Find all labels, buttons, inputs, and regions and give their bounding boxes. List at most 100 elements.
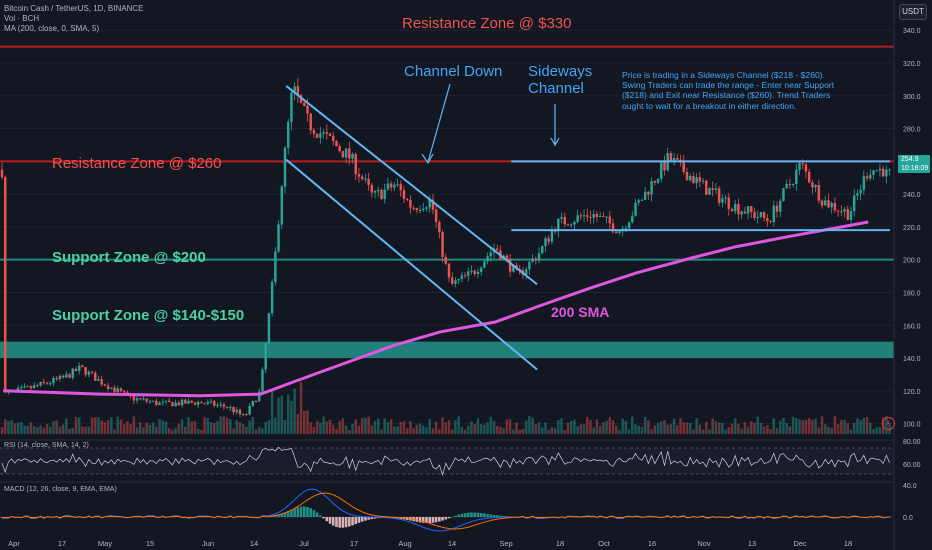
candle [196,400,200,408]
candle-body [90,371,94,373]
volume-bar [541,427,544,434]
candle [550,225,554,245]
volume-bar [595,419,599,434]
candle-body [145,398,148,402]
rsi-legend[interactable]: RSI (14, close, SMA, 14, 2) [4,442,89,449]
candle-body [319,133,322,138]
candle-body [804,164,808,172]
macd-histogram-bar [367,517,370,520]
volume-bar [560,418,563,434]
volume-bar [171,429,174,434]
macd-histogram-bar [421,517,425,523]
volume-bar [547,429,550,434]
candle-body [582,215,586,217]
candle [859,184,862,201]
volume-bar [402,421,406,434]
candle-body [29,386,33,389]
candle-body [283,147,287,187]
x-tick-label: 17 [350,539,358,548]
volume-bar [586,416,589,434]
candle [74,366,78,372]
candle-body [225,406,229,408]
volume-bar [682,422,685,434]
candle-body [209,401,213,403]
candle-body [454,280,457,284]
symbol-legend[interactable]: Bitcoin Cash / TetherUS, 1D, BINANCE [4,4,144,13]
candle [39,381,42,387]
volume-bar [865,416,869,434]
volume-bar [795,418,798,434]
candle-body [836,210,840,212]
volume-bar [106,420,110,434]
candle [190,400,193,404]
candle [309,113,312,135]
candle [241,413,245,417]
volume-bar [647,420,650,434]
volume-bar [299,382,303,434]
candle-body [132,396,136,401]
candle-body [663,162,666,171]
currency-button[interactable]: USDT [899,4,927,20]
candle-body [200,401,203,404]
candle-body [682,160,685,172]
volume-bar [415,424,419,434]
candle-body [415,208,419,211]
candle [261,366,264,393]
volume-bar [827,426,830,434]
candle-body [39,381,42,386]
volume-bar [650,429,653,434]
candle-body [65,374,68,378]
candle-body [820,200,824,206]
volume-bar [20,421,23,434]
candle-body [296,86,300,96]
candle [161,398,165,406]
macd-histogram-bar [852,516,856,518]
candle [698,171,702,188]
volume-bar [685,422,689,434]
volume-bar [766,425,769,434]
candle [380,188,383,201]
candle [791,183,795,188]
volume-bar [750,421,753,434]
candle-body [717,188,721,203]
ma-legend[interactable]: MA (200, close, 0, SMA, 5) [4,24,100,33]
volume-bar [241,423,245,434]
candle [602,212,605,218]
candle-body [438,222,441,233]
candle-body [229,407,232,409]
candle-body [354,153,357,175]
alert-bolt-icon[interactable]: ⚡ [882,417,895,430]
volume-legend[interactable]: Vol · BCH [4,14,40,23]
candle-body [364,178,367,180]
candle-body [309,113,312,131]
candle [148,399,152,404]
macd-histogram-bar [441,517,444,521]
volume-bar [16,422,20,434]
candle [476,268,480,279]
volume-bar [148,424,152,434]
volume-bar [573,419,576,434]
candle [653,180,657,186]
volume-bar [377,418,380,434]
macd-legend[interactable]: MACD (12, 26, close, 9, EMA, EMA) [4,486,117,493]
volume-bar [878,427,882,434]
macd-histogram-bar [290,509,293,517]
candle [422,203,425,212]
candle-body [653,181,657,183]
candle-body [862,176,866,190]
candle-body [721,198,724,203]
axes: 100.0120.0140.0160.0180.0200.0220.0240.0… [8,0,921,550]
candle [592,209,595,224]
volume-bar [132,416,136,434]
trend-channels [285,83,890,371]
candle-body [627,222,631,229]
candle [666,147,669,172]
candle [814,184,817,193]
candle-body [824,200,827,206]
volume-bar [251,417,255,434]
volume-bar [126,421,129,434]
candle [77,362,81,375]
macd-histogram-bar [0,517,4,518]
candle-body [669,153,673,161]
